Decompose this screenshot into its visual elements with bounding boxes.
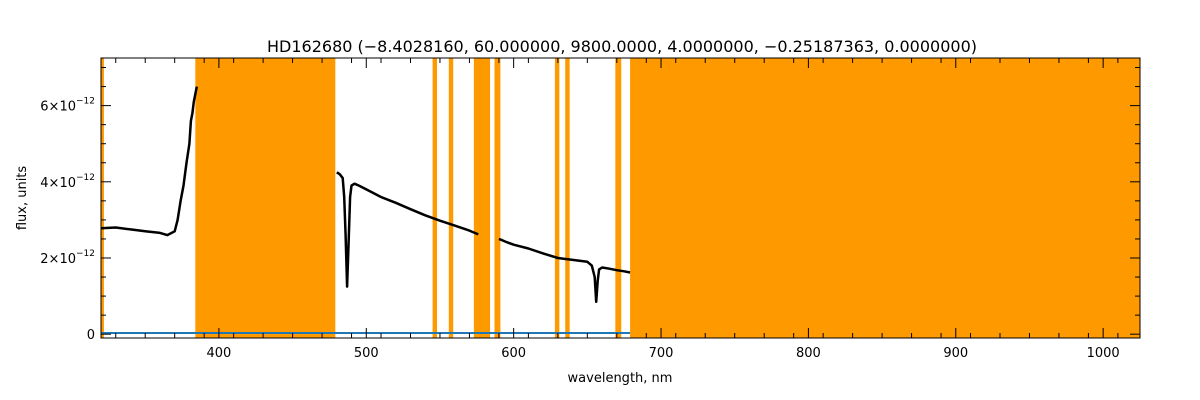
- x-axis-ticks: 400 500 600 700 800 900 1000: [115, 58, 1120, 361]
- y-axis-ticks: 0 2×10−12 4×10−12 6×10−12: [40, 67, 1140, 343]
- plot-frame: [100, 57, 1141, 339]
- masked-region-7: [565, 58, 570, 338]
- masked-region-4: [473, 58, 491, 338]
- masked-region-8: [615, 58, 622, 338]
- masked-region-9: [630, 58, 1140, 338]
- masked-region-6: [554, 58, 560, 338]
- x-tick-label: 1000: [1087, 346, 1120, 361]
- x-tick-label: 700: [649, 346, 674, 361]
- series-line-0: [100, 86, 631, 304]
- x-tick-label: 400: [206, 346, 231, 361]
- chart-title: HD162680 (−8.4028160, 60.000000, 9800.00…: [267, 37, 977, 56]
- masked-region-2: [432, 58, 438, 338]
- x-tick-label: 500: [354, 346, 379, 361]
- x-tick-label: 600: [501, 346, 526, 361]
- y-tick-label: 0: [87, 328, 95, 343]
- masked-region-3: [448, 58, 454, 338]
- y-tick-label: 4×10−12: [40, 173, 95, 191]
- x-axis-label: wavelength, nm: [568, 371, 673, 386]
- x-tick-label: 800: [796, 346, 821, 361]
- y-axis-label: flux, units: [15, 166, 30, 231]
- masked-region-1: [195, 58, 336, 338]
- plot-border: [100, 57, 1141, 339]
- masked-regions: [101, 58, 1140, 338]
- y-tick-label: 2×10−12: [40, 249, 95, 267]
- series-lines: [100, 86, 631, 334]
- masked-region-0: [101, 58, 104, 338]
- x-tick-label: 900: [943, 346, 968, 361]
- y-tick-label: 6×10−12: [40, 97, 95, 115]
- masked-region-5: [494, 58, 501, 338]
